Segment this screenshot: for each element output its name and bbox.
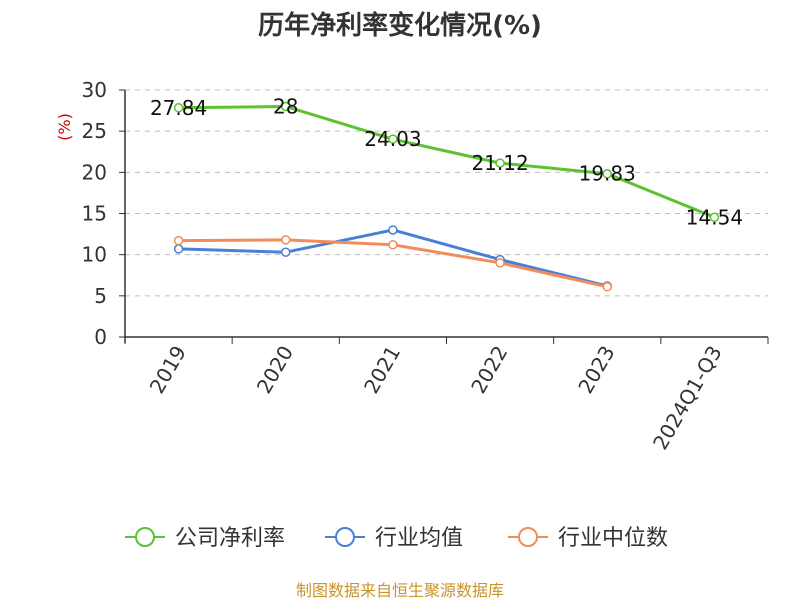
data-point (173, 235, 184, 246)
y-axis-label: (%) (55, 113, 74, 141)
legend-swatch-marker (335, 527, 355, 547)
legend-swatch-marker (518, 527, 538, 547)
data-point (281, 247, 291, 257)
data-point (173, 103, 184, 113)
data-labels: 27.84 28 24.03 21.12 19.83 14.54 (150, 94, 743, 229)
x-tick-label: 2023 (573, 342, 619, 398)
x-tick-label: 2022 (466, 342, 512, 398)
y-tick-label: 30 (82, 78, 107, 102)
data-point (388, 240, 398, 250)
chart-title: 历年净利率变化情况(%) (258, 10, 542, 41)
legend-label: 行业中位数 (558, 526, 668, 551)
data-label: 27.84 (150, 96, 207, 120)
data-point (388, 225, 398, 235)
data-point (281, 235, 291, 245)
x-tick-label: 2019 (145, 342, 191, 398)
data-label: 21.12 (471, 151, 528, 175)
y-tick-label: 15 (82, 202, 107, 226)
data-point (495, 258, 505, 268)
y-tick-label: 20 (82, 160, 107, 184)
data-label: 28 (273, 94, 298, 118)
data-point (495, 158, 505, 168)
legend-swatch-marker (135, 527, 155, 547)
series-lines (173, 101, 720, 292)
series-line (178, 104, 715, 219)
y-tick-label: 0 (94, 325, 107, 349)
data-point (281, 101, 291, 112)
legend-label: 公司净利率 (175, 526, 285, 551)
legend-label: 行业均值 (375, 526, 463, 551)
x-tick-label: 2020 (252, 342, 298, 398)
data-point (709, 212, 720, 223)
data-label: 14.54 (686, 205, 743, 229)
axes (124, 90, 768, 343)
x-axis-ticks: 2019 2020 2021 2022 2023 2024Q1-Q3 (124, 337, 769, 454)
legend: 公司净利率 行业均值 行业中位数 (125, 526, 668, 551)
data-point (602, 282, 612, 292)
data-label: 19.83 (579, 162, 636, 186)
y-tick-label: 25 (82, 119, 107, 143)
y-tick-label: 5 (94, 284, 107, 308)
y-axis-ticks: 0 5 10 15 20 25 30 (82, 78, 125, 349)
y-tick-label: 10 (82, 243, 107, 267)
data-point (602, 168, 612, 179)
series-line (178, 228, 608, 288)
data-point (388, 134, 398, 144)
x-tick-label: 2024Q1-Q3 (648, 342, 727, 454)
gridlines (125, 89, 768, 297)
x-tick-label: 2021 (359, 342, 405, 398)
data-point (173, 244, 184, 254)
data-label: 24.03 (364, 127, 421, 151)
source-credit: 制图数据来自恒生聚源数据库 (296, 581, 504, 600)
